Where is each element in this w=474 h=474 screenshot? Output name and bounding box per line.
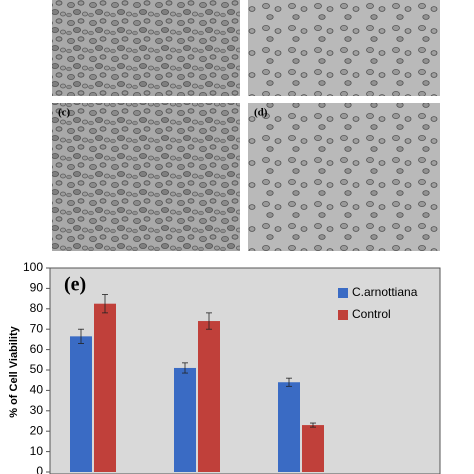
error-bar xyxy=(310,422,316,428)
bar xyxy=(302,425,324,472)
legend-label: Control xyxy=(352,307,391,321)
error-bar xyxy=(78,328,84,344)
y-tick-label: 30 xyxy=(30,403,44,417)
micrograph-d xyxy=(248,103,440,251)
y-tick-label: 20 xyxy=(30,423,44,437)
bar xyxy=(70,336,92,472)
y-tick-label: 40 xyxy=(30,383,44,397)
error-bar xyxy=(182,362,188,374)
legend-label: C.arnottiana xyxy=(352,285,418,299)
chart: 0 10 20 30 40 50 60 70 80 90 100 C.arnottiana Contro… xyxy=(23,260,418,474)
y-tick-label: 60 xyxy=(30,342,44,356)
y-tick-label: 0 xyxy=(36,464,43,474)
panel-label: (e) xyxy=(64,274,86,296)
y-axis-label: % of Cell Viability xyxy=(8,325,20,417)
legend-swatch xyxy=(338,310,348,320)
error-bar xyxy=(286,377,292,387)
micrograph-c xyxy=(52,103,240,251)
y-tick-label: 80 xyxy=(30,301,44,315)
bar xyxy=(198,321,220,472)
legend-swatch xyxy=(338,288,348,298)
y-tick-label: 100 xyxy=(23,260,43,274)
bar xyxy=(94,303,116,472)
error-bar xyxy=(206,312,212,330)
y-tick-label: 50 xyxy=(30,362,44,376)
error-bar xyxy=(102,294,108,314)
panel-label: (d) xyxy=(254,107,268,119)
y-tick-label: 70 xyxy=(30,321,44,335)
micrograph-a xyxy=(52,0,240,96)
y-tick-label: 10 xyxy=(30,444,44,458)
micrograph-b xyxy=(248,0,440,96)
y-tick-label: 90 xyxy=(30,281,44,295)
bar xyxy=(174,367,196,472)
bar xyxy=(278,382,300,472)
panel-label: (c) xyxy=(58,107,71,119)
